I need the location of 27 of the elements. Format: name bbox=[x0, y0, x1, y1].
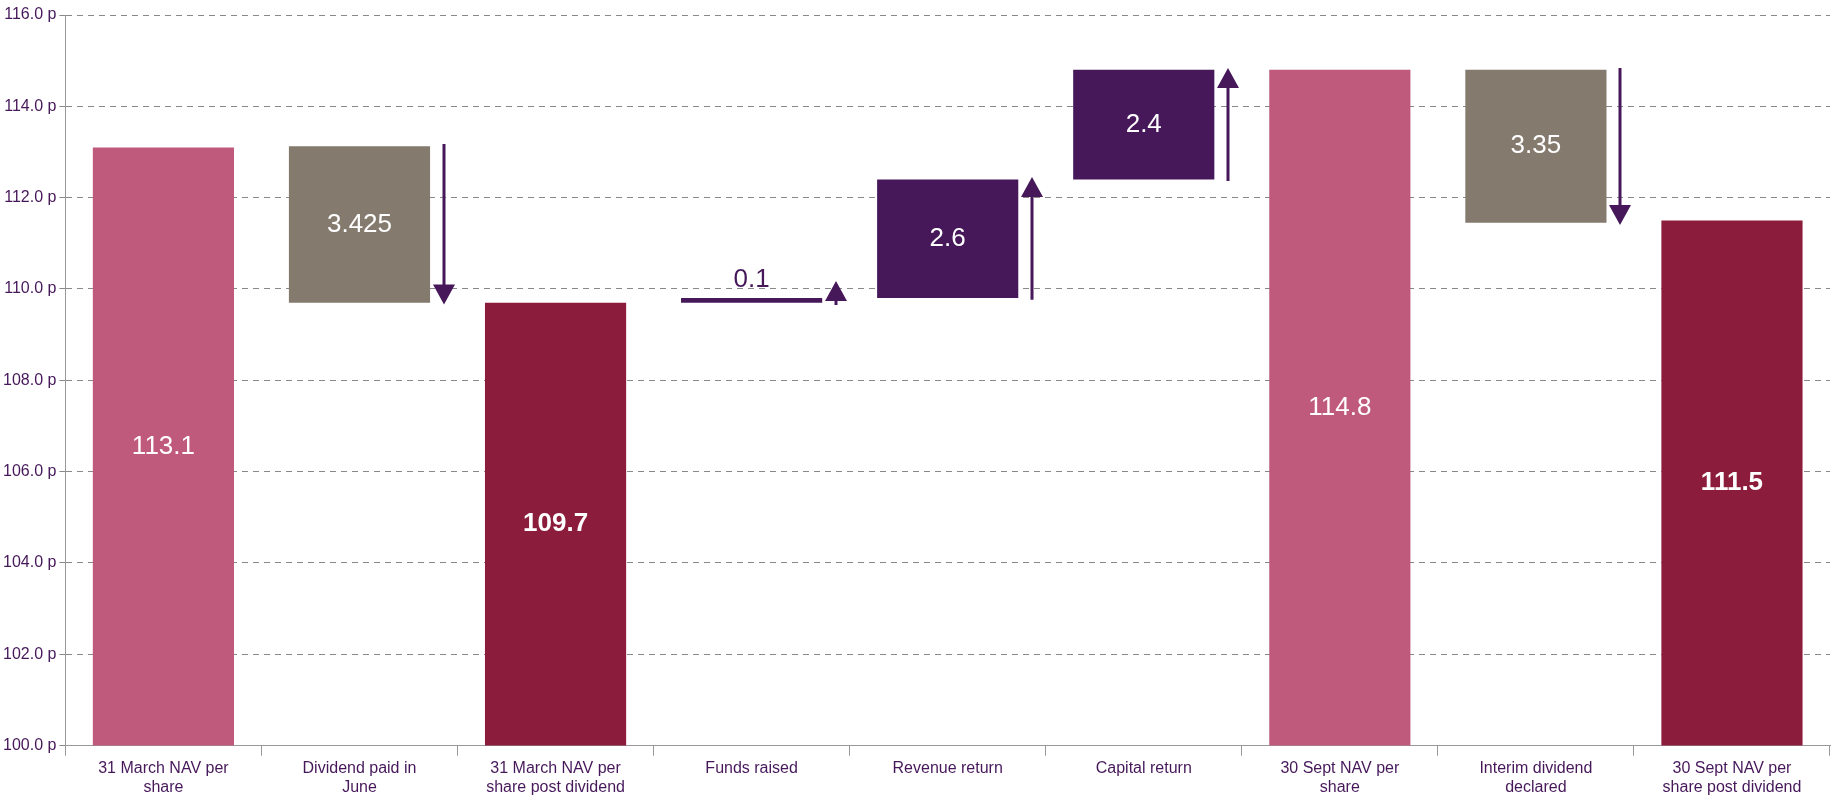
data-label: 113.1 bbox=[131, 429, 195, 460]
data-label: 0.1 bbox=[733, 263, 770, 294]
y-tick-label: 114.0 p bbox=[4, 96, 57, 114]
data-label: 3.35 bbox=[1510, 129, 1562, 160]
x-tick-label: Interim dividend declared bbox=[1479, 758, 1593, 795]
data-label: 2.6 bbox=[929, 221, 966, 252]
y-tick-label: 106.0 p bbox=[2, 462, 57, 480]
x-tick-label: 30 Sept NAV per share post dividend bbox=[1662, 758, 1802, 795]
x-tick-label: Funds raised bbox=[705, 758, 798, 776]
y-tick-label: 108.0 p bbox=[2, 370, 57, 388]
data-label: 109.7 bbox=[523, 507, 589, 538]
x-tick-label: Dividend paid in June bbox=[302, 758, 417, 795]
data-label: 2.4 bbox=[1125, 107, 1162, 138]
y-tick-label: 104.0 p bbox=[2, 553, 57, 571]
data-label: 114.8 bbox=[1308, 390, 1372, 421]
data-label: 111.5 bbox=[1700, 466, 1764, 497]
x-tick-label: 30 Sept NAV per share bbox=[1280, 758, 1400, 795]
x-tick-label: 31 March NAV per share post dividend bbox=[486, 758, 625, 795]
data-label: 3.425 bbox=[326, 207, 393, 238]
y-tick-label: 112.0 p bbox=[4, 188, 57, 206]
y-tick-label: 116.0 p bbox=[4, 5, 57, 23]
y-tick-label: 100.0 p bbox=[2, 736, 57, 754]
x-tick-label: Revenue return bbox=[892, 758, 1003, 776]
x-tick-label: Capital return bbox=[1095, 758, 1192, 776]
y-tick-label: 102.0 p bbox=[2, 644, 57, 662]
y-tick-label: 110.0 p bbox=[4, 279, 57, 297]
x-tick-label: 31 March NAV per share bbox=[98, 758, 230, 795]
